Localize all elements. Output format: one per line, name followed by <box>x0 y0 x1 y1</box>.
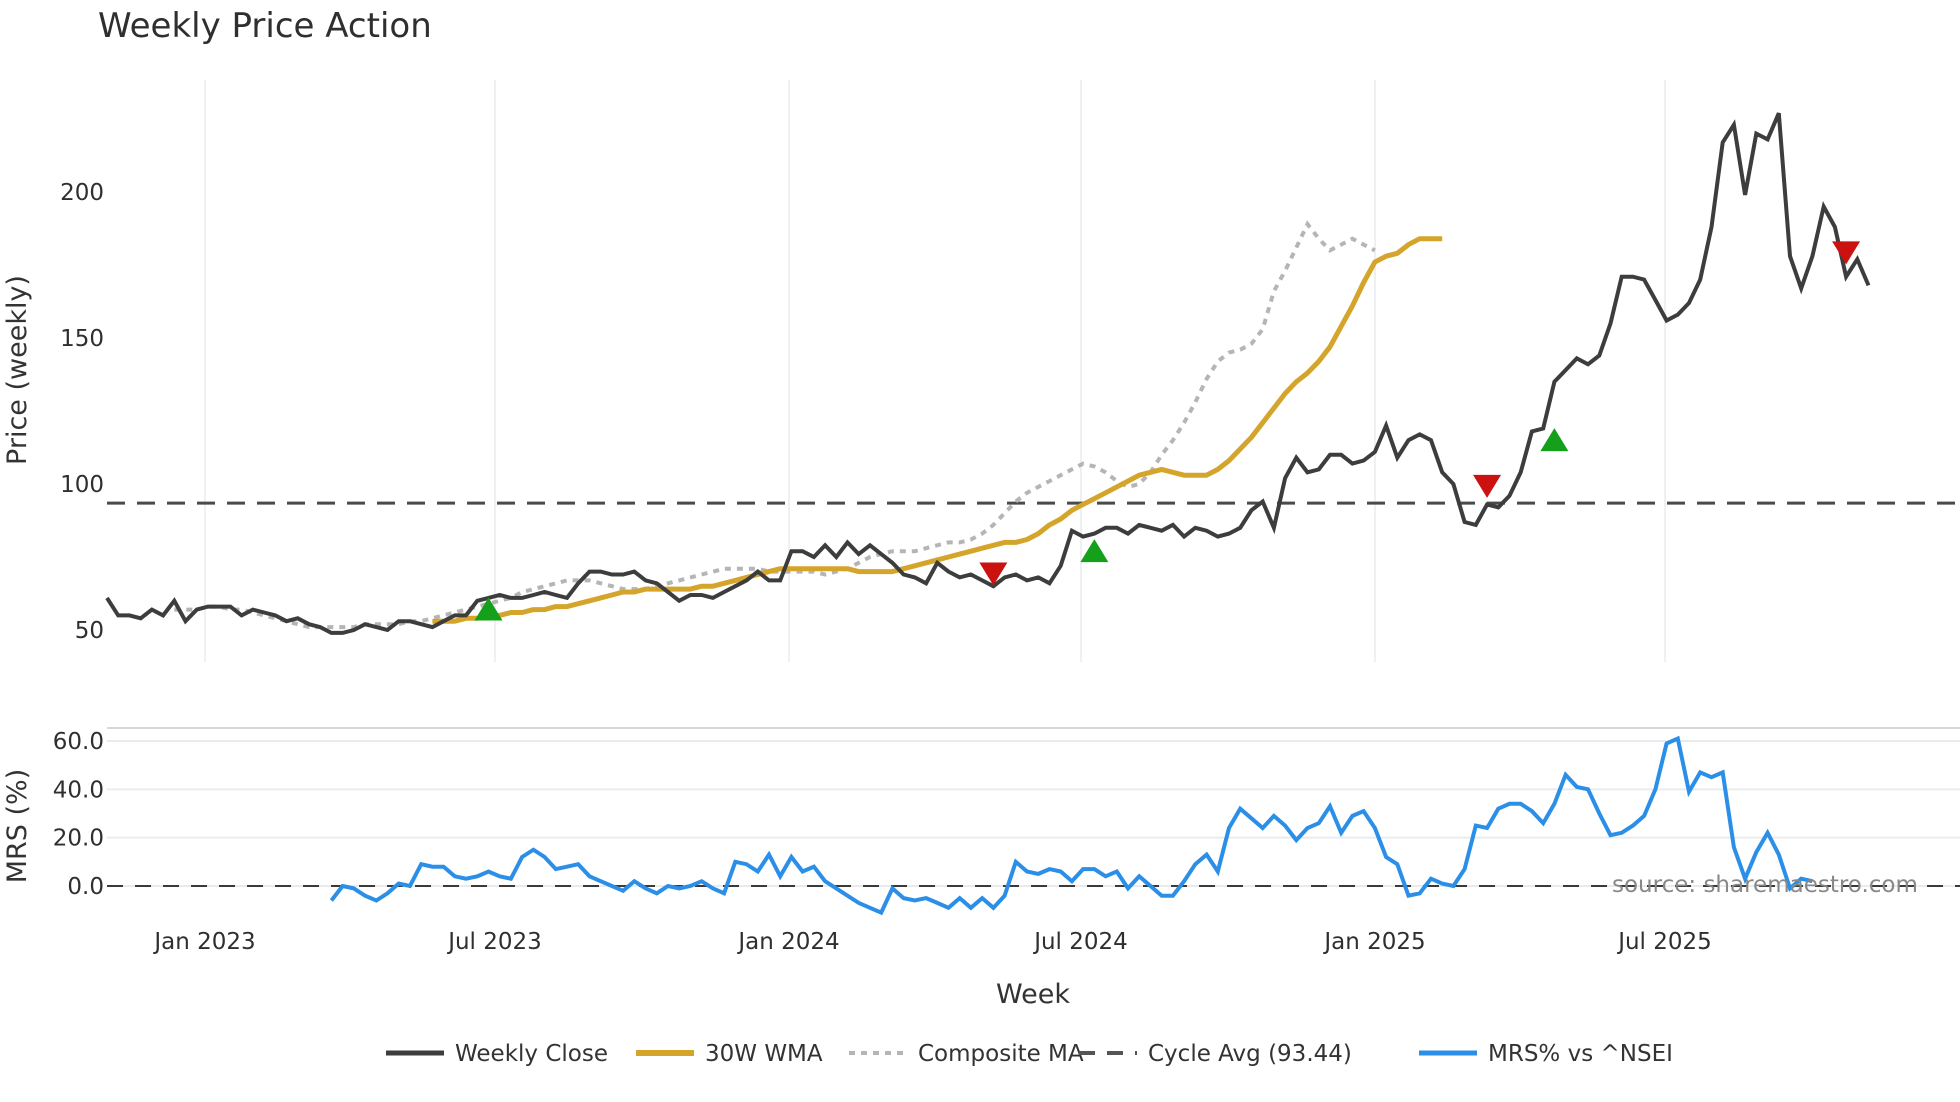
composite-ma-line <box>174 220 1376 630</box>
y-tick-label: 50 <box>75 618 104 644</box>
mrs-y-tick-label: 0.0 <box>67 874 104 900</box>
legend-item[interactable]: Weekly Close <box>386 1041 608 1067</box>
legend-item[interactable]: Cycle Avg (93.44) <box>1079 1041 1352 1067</box>
legend-item[interactable]: Composite MA <box>849 1041 1084 1067</box>
buy-signal-triangle-icon <box>1080 539 1109 563</box>
sell-signal-triangle-icon <box>979 562 1008 586</box>
x-tick-label: Jan 2024 <box>736 929 839 955</box>
legend: Weekly Close 30W WMA Composite MA Cycle Avg… <box>386 1041 1673 1067</box>
sell-signal-triangle-icon <box>1832 241 1861 265</box>
x-tick-label: Jul 2024 <box>1032 929 1128 955</box>
y-tick-label: 100 <box>60 472 104 498</box>
mrs-panel <box>107 735 1960 916</box>
x-tick-label: Jul 2023 <box>446 929 542 955</box>
mrs-y-tick-label: 60.0 <box>53 729 104 755</box>
sell-signal-triangle-icon <box>1473 474 1502 498</box>
source-watermark: source: sharemaestro.com <box>1612 872 1918 898</box>
legend-label: Cycle Avg (93.44) <box>1148 1041 1352 1067</box>
legend-item[interactable]: 30W WMA <box>636 1041 823 1067</box>
mrs-line <box>329 735 1813 916</box>
wma-line <box>432 236 1443 624</box>
price-panel <box>105 112 1960 635</box>
chart-title: Weekly Price Action <box>98 6 432 46</box>
buy-signal-triangle-icon <box>474 597 503 621</box>
mrs-y-tick-label: 20.0 <box>53 826 104 852</box>
legend-label: 30W WMA <box>705 1041 823 1067</box>
x-tick-label: Jul 2025 <box>1616 929 1712 955</box>
legend-label: Composite MA <box>918 1041 1084 1067</box>
x-tick-label: Jan 2023 <box>152 929 255 955</box>
legend-label: Weekly Close <box>455 1041 608 1067</box>
y-tick-label: 150 <box>60 326 104 352</box>
legend-label: MRS% vs ^NSEI <box>1488 1041 1673 1067</box>
y-tick-label: 200 <box>60 180 104 206</box>
buy-signal-triangle-icon <box>1540 428 1569 452</box>
mrs-y-tick-label: 40.0 <box>53 777 104 803</box>
axes: 50 100 150 200 0.0 20.0 40.0 60.0 Jan 2023 Jul 20… <box>2 180 1712 1010</box>
legend-item[interactable]: MRS% vs ^NSEI <box>1419 1041 1673 1067</box>
price-axis-title: Price (weekly) <box>2 275 33 465</box>
mrs-axis-title: MRS (%) <box>2 769 33 884</box>
x-axis-title: Week <box>996 979 1070 1010</box>
x-tick-label: Jan 2025 <box>1322 929 1425 955</box>
weekly-close-line <box>105 112 1871 635</box>
